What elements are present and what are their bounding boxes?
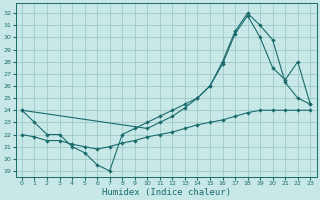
X-axis label: Humidex (Indice chaleur): Humidex (Indice chaleur)	[101, 188, 231, 197]
